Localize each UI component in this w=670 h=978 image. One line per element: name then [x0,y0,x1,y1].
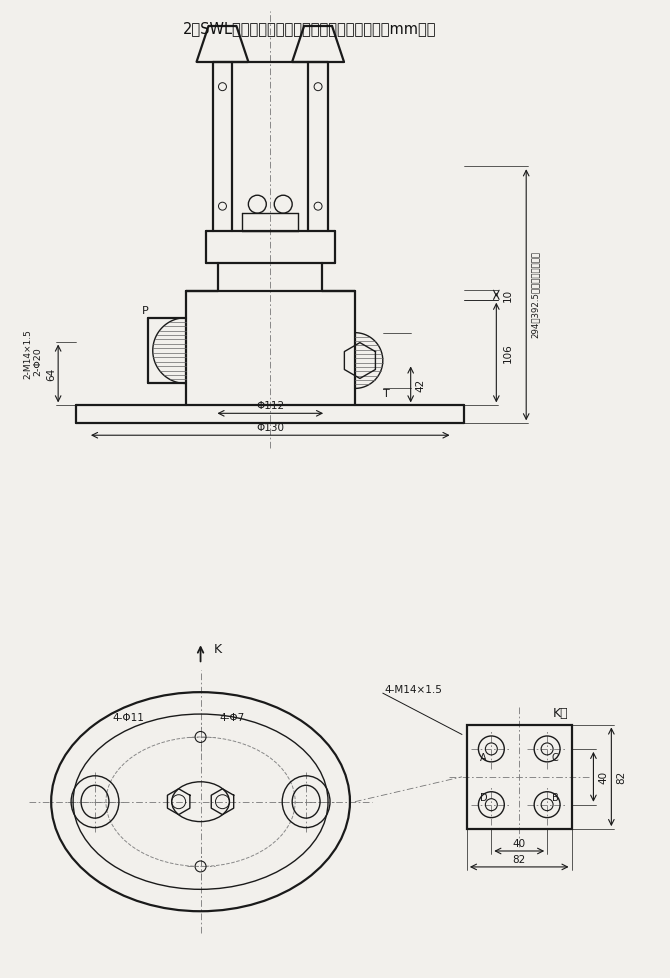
Text: 4-Φ11: 4-Φ11 [113,712,145,723]
Text: 4-Φ7: 4-Φ7 [220,712,245,723]
Text: 40: 40 [513,838,526,848]
Text: P: P [141,305,148,316]
Text: 106: 106 [503,343,513,363]
Text: K向: K向 [553,706,569,720]
Text: Φ112: Φ112 [256,401,284,411]
Text: 82: 82 [616,771,626,783]
Text: C: C [551,752,559,762]
Text: 42: 42 [415,378,425,391]
Text: T: T [383,389,390,399]
Text: K: K [214,643,222,655]
Text: 10: 10 [503,289,513,302]
Text: A: A [480,752,486,762]
Bar [467,725,572,829]
Text: 82: 82 [513,854,526,865]
Text: 2-M14×1.5: 2-M14×1.5 [23,330,33,379]
Text: Φ130: Φ130 [256,422,284,433]
Text: 64: 64 [46,368,56,380]
Text: D: D [480,792,487,802]
Text: 294、392.5或安用戶端螺配制: 294、392.5或安用戶端螺配制 [531,251,539,338]
Text: 2-Φ20: 2-Φ20 [34,347,43,376]
Text: 40: 40 [598,771,608,783]
Text: B: B [551,792,559,802]
Text: 2、SWL型（二个手柄、弹跳定位、螺纹连接）（mm）：: 2、SWL型（二个手柄、弹跳定位、螺纹连接）（mm）： [184,22,437,36]
Text: 4-M14×1.5: 4-M14×1.5 [385,685,443,694]
